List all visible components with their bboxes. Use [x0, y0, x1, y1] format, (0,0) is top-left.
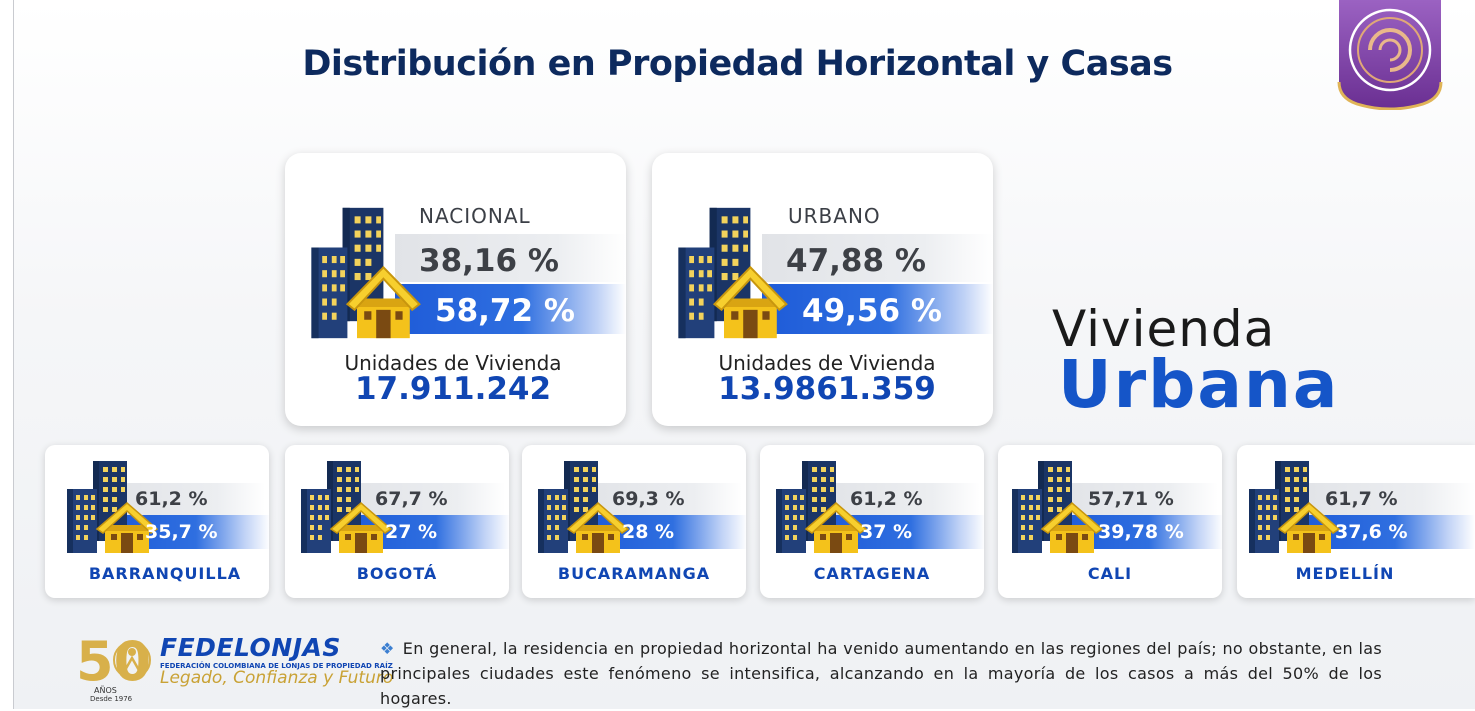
city-name: MEDELLÍN	[1295, 564, 1395, 583]
city-pct-casas: 28 %	[622, 521, 675, 543]
emblem-badge-icon	[1337, 0, 1443, 110]
national-card: NACIONAL 38,16 % 58,72 % Unidades de Viv…	[285, 153, 626, 426]
building-house-icon	[309, 205, 429, 341]
city-card-bogota: 67,7 % 27 % BOGOTÁ	[285, 445, 510, 598]
footnote: ❖ En general, la residencia en propiedad …	[380, 636, 1382, 711]
city-pct-casas: 37 %	[860, 521, 913, 543]
city-pct-horizontal: 61,2 %	[135, 488, 208, 510]
city-pct-horizontal: 61,7 %	[1325, 488, 1398, 510]
city-card-medellin: 61,7 % 37,6 % MEDELLÍN	[1237, 445, 1475, 598]
city-card-cartagena: 61,2 % 37 % CARTAGENA	[760, 445, 985, 598]
city-pct-horizontal: 67,7 %	[375, 488, 448, 510]
city-name: BOGOTÁ	[356, 564, 438, 583]
city-name: BARRANQUILLA	[88, 564, 242, 583]
city-pct-casas: 39,78 %	[1098, 521, 1184, 543]
urban-units-label: Unidades de Vivienda	[718, 351, 936, 375]
national-pct-casas: 58,72 %	[435, 293, 575, 329]
city-name: CALI	[1087, 564, 1133, 583]
city-card-barranquilla: 61,2 % 35,7 % BARRANQUILLA	[45, 445, 270, 598]
city-name: CARTAGENA	[813, 564, 931, 583]
urban-units-value: 13.9861.359	[718, 371, 936, 407]
city-pct-horizontal: 57,71 %	[1088, 488, 1174, 510]
urban-pct-casas: 49,56 %	[802, 293, 942, 329]
city-pct-casas: 27 %	[385, 521, 438, 543]
footnote-text: En general, la residencia en propiedad h…	[380, 639, 1382, 708]
org-slogan: Legado, Confianza y Futuro	[160, 668, 394, 688]
org-name: FEDELONJAS	[160, 633, 341, 662]
national-pct-horizontal: 38,16 %	[419, 243, 559, 279]
logo-desde: Desde 1976	[90, 695, 133, 703]
national-units-value: 17.911.242	[354, 371, 552, 407]
logo-anos: AÑOS	[94, 686, 117, 695]
city-pct-horizontal: 69,3 %	[612, 488, 685, 510]
national-units-label: Unidades de Vivienda	[344, 351, 562, 375]
org-full-name: FEDERACIÓN COLOMBIANA DE LONJAS DE PROPI…	[160, 662, 393, 670]
national-label: NACIONAL	[419, 204, 531, 228]
city-name: BUCARAMANGA	[557, 564, 711, 583]
fedelonjas-50-logo-icon: 50	[76, 630, 151, 692]
urban-label: URBANO	[788, 204, 881, 228]
urbana-heading: Urbana	[1058, 346, 1340, 423]
vivienda-heading: Vivienda	[1052, 300, 1276, 358]
city-card-bucaramanga: 69,3 % 28 % BUCARAMANGA	[522, 445, 747, 598]
diamond-bullet-icon: ❖	[380, 639, 395, 658]
urban-pct-horizontal: 47,88 %	[786, 243, 926, 279]
city-pct-casas: 35,7 %	[145, 521, 218, 543]
city-pct-horizontal: 61,2 %	[850, 488, 923, 510]
urban-card: URBANO 47,88 % 49,56 % Unidades de Vivie…	[652, 153, 993, 426]
building-house-icon	[676, 205, 796, 341]
city-pct-casas: 37,6 %	[1335, 521, 1408, 543]
city-card-cali: 57,71 % 39,78 % CALI	[998, 445, 1223, 598]
page-title: Distribución en Propiedad Horizontal y C…	[302, 44, 1173, 84]
